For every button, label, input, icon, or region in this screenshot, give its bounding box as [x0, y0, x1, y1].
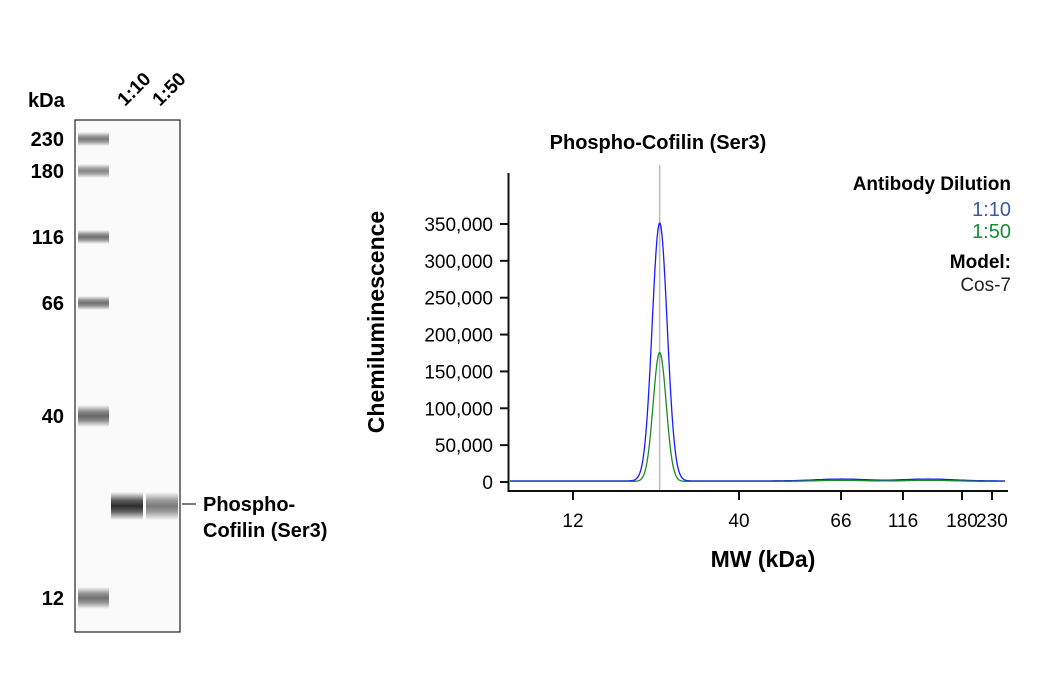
- ladder-label-230: 230: [31, 129, 64, 151]
- x-tick-label: 230: [976, 511, 1008, 532]
- ladder-band-12: [78, 587, 109, 609]
- legend-item-1-50: 1:50: [972, 221, 1011, 243]
- y-tick-label: 300,000: [424, 252, 493, 273]
- ladder-band-40: [78, 405, 109, 427]
- sample-band-1: [111, 492, 143, 520]
- lane-label-1: 1:10: [114, 69, 156, 111]
- lane-label-2: 1:50: [149, 69, 191, 111]
- y-tick-label: 0: [482, 473, 493, 494]
- band-label-line2: Cofilin (Ser3): [203, 520, 327, 542]
- legend-title: Antibody Dilution: [853, 174, 1011, 195]
- kda-label: kDa: [28, 90, 66, 112]
- ladder-label-116: 116: [32, 227, 64, 249]
- model-value: Cos-7: [960, 275, 1011, 296]
- electropherogram: Phospho-Cofilin (Ser3) 0 50,000 100,000 150…: [363, 132, 1011, 572]
- y-axis-label: Chemiluminescence: [363, 211, 389, 433]
- x-tick-label: 40: [728, 511, 749, 532]
- y-tick-label: 350,000: [424, 215, 493, 236]
- x-tick-label: 116: [888, 511, 918, 532]
- x-axis-label: MW (kDa): [711, 546, 816, 572]
- ladder-band-66: [78, 296, 109, 310]
- x-tick-label: 66: [830, 511, 851, 532]
- chart-title: Phospho-Cofilin (Ser3): [550, 132, 767, 154]
- ladder-band-180: [78, 164, 109, 178]
- x-tick-label: 180: [946, 511, 978, 532]
- band-label-line1: Phospho-: [203, 494, 295, 516]
- y-tick-label: 250,000: [424, 289, 493, 310]
- y-tick-label: 50,000: [435, 436, 493, 457]
- ladder-label-40: 40: [42, 406, 64, 428]
- y-tick-label: 150,000: [424, 362, 493, 383]
- ladder-band-116: [78, 230, 109, 244]
- ladder-label-180: 180: [31, 161, 64, 183]
- model-label: Model:: [950, 252, 1011, 273]
- ladder-band-230: [78, 132, 109, 146]
- ladder-label-12: 12: [42, 588, 64, 610]
- gel-panel: kDa 1:10 1:50 230 180 116 66 40 12 Phospho- C…: [28, 69, 327, 633]
- legend-item-1-10: 1:10: [972, 199, 1011, 221]
- series-line-1-50: [510, 351, 1005, 483]
- sample-band-2: [146, 492, 178, 520]
- x-tick-label: 12: [562, 511, 583, 532]
- series-line-1-10: [510, 221, 1005, 482]
- gel-frame: [74, 119, 181, 633]
- ladder-label-66: 66: [42, 293, 64, 315]
- y-tick-label: 100,000: [424, 399, 493, 420]
- y-tick-label: 200,000: [424, 326, 493, 347]
